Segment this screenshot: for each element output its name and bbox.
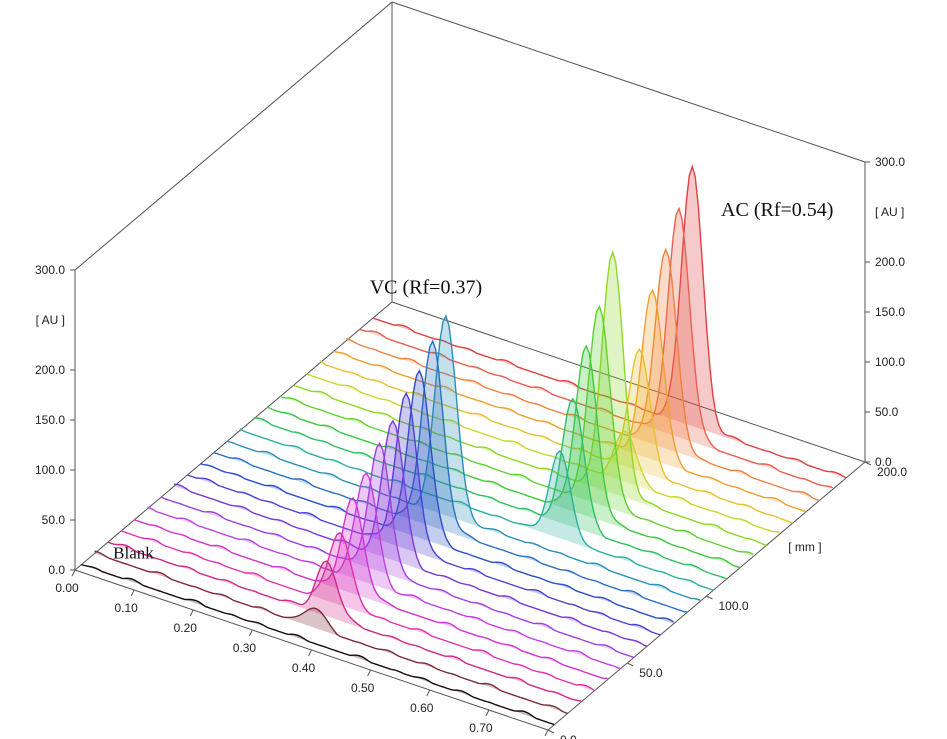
track-line <box>107 541 582 702</box>
y-axis-unit-label: [ AU ] <box>36 313 65 327</box>
x-tick-label: 0.60 <box>410 701 434 715</box>
x-tick-mark <box>485 709 490 717</box>
track-line <box>279 304 754 555</box>
y-right-tick-label: 50.0 <box>875 405 899 419</box>
chart-tracks <box>81 164 847 726</box>
z-tick-label: 100.0 <box>719 599 749 613</box>
x-tick-label: 0.50 <box>351 681 375 695</box>
x-tick-mark <box>71 569 76 577</box>
axis-frame-line <box>391 1 866 163</box>
x-tick-label: 0.10 <box>114 601 138 615</box>
axis-frame-line <box>74 1 393 271</box>
z-tick-mark <box>706 595 713 600</box>
track-line <box>81 563 555 726</box>
y-right-tick-label: 200.0 <box>875 255 905 269</box>
track-line <box>266 344 741 569</box>
y-right-tick-label: 150.0 <box>875 305 905 319</box>
track-area <box>147 473 621 669</box>
y-tick-label: 200.0 <box>35 363 65 377</box>
track-line <box>160 442 635 659</box>
track-line <box>187 391 661 636</box>
track-area <box>174 421 648 647</box>
x-tick-mark <box>308 649 312 657</box>
track-line <box>134 496 608 680</box>
chart-axes: 0.0 50.0 100.0 150.0 200.0 300.0 [ AU ] 0.0 50.0… <box>35 1 907 739</box>
axis-frame-line <box>74 301 393 571</box>
track-line <box>94 550 568 715</box>
x-tick-mark <box>367 669 372 677</box>
x-tick-mark <box>544 729 549 737</box>
x-tick-mark <box>189 609 194 617</box>
z-tick-label: 50.0 <box>639 666 663 680</box>
track-area <box>107 542 581 703</box>
x-tick-mark <box>130 589 135 597</box>
x-tick-label: 0.30 <box>233 641 257 655</box>
track-line <box>213 339 687 613</box>
track-line <box>319 347 794 524</box>
x-tick-label: 0.20 <box>174 621 198 635</box>
z-tick-label: 0.0 <box>560 733 577 739</box>
annotation-vc: VC (Rf=0.37) <box>370 276 482 298</box>
x-tick-mark <box>248 629 253 637</box>
x-tick-mark <box>426 689 431 697</box>
track-area <box>94 551 568 714</box>
y-tick-label: 100.0 <box>35 463 65 477</box>
annotation-ac: AC (Rf=0.54) <box>721 199 833 221</box>
track-line <box>174 419 648 647</box>
x-tick-label: 0.70 <box>469 721 493 735</box>
chart-labels: VC (Rf=0.37) AC (Rf=0.54) Blank <box>113 199 833 563</box>
track-line <box>227 314 701 601</box>
x-tick-label: 0.00 <box>55 581 79 595</box>
axis-frame-line <box>391 301 866 463</box>
z-tick-mark <box>864 461 872 466</box>
track-line <box>293 249 767 546</box>
y-right-tick-label: 100.0 <box>875 355 905 369</box>
track-line <box>120 530 595 691</box>
y-tick-label: 0.0 <box>48 563 65 577</box>
track-line <box>200 369 674 623</box>
track-line <box>147 472 621 670</box>
z-tick-mark <box>547 729 555 734</box>
track-line <box>306 373 780 533</box>
y-right-tick-label: 0.0 <box>875 455 892 469</box>
y-right-tick-label: 300.0 <box>875 155 905 169</box>
y-tick-label: 50.0 <box>42 513 66 527</box>
z-tick-label: 200.0 <box>877 465 907 479</box>
track-line <box>239 428 714 591</box>
y-tick-label: 300.0 <box>35 263 65 277</box>
y-tick-label: 150.0 <box>35 413 65 427</box>
z-tick-mark <box>627 662 634 667</box>
track-line <box>253 397 727 580</box>
y-right-axis-unit-label: [ AU ] <box>875 205 904 219</box>
z-axis-unit-label: [ mm ] <box>788 540 821 554</box>
annotation-blank: Blank <box>113 544 154 563</box>
track-line <box>333 288 807 513</box>
track-line <box>346 247 820 502</box>
track-area <box>134 498 608 680</box>
x-tick-label: 0.40 <box>292 661 316 675</box>
